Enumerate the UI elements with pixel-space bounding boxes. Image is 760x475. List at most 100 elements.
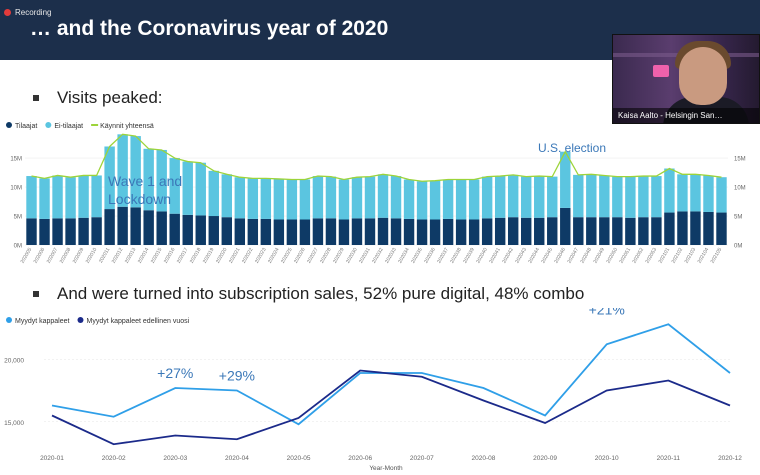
y-tick-label-right: 10M — [734, 186, 746, 192]
bar-ei-tilaajat — [651, 176, 662, 218]
x-tick-label: 202102 — [671, 247, 685, 265]
x-tick-label: 202040 — [475, 247, 489, 265]
bar-tilaajat — [716, 212, 727, 245]
annotation-us-election: U.S. election — [538, 141, 606, 155]
x-tick-label: 202024 — [267, 247, 281, 265]
annotation-line: Wave 1 and — [108, 173, 182, 189]
bar-tilaajat — [416, 219, 428, 245]
record-dot-icon — [4, 9, 11, 16]
bar-tilaajat — [351, 218, 363, 245]
x-tick-label: 2020-06 — [348, 455, 372, 462]
bar-tilaajat — [325, 218, 337, 245]
legend-label: Tilaajat — [15, 123, 37, 130]
growth-annotation: +21% — [589, 308, 625, 317]
bar-tilaajat — [169, 213, 180, 245]
line-edellinen-vuosi — [51, 369, 731, 446]
x-tick-label: 202038 — [449, 247, 463, 265]
bar-tilaajat — [117, 206, 128, 245]
bar-ei-tilaajat — [338, 179, 350, 220]
x-tick-label: 202030 — [345, 247, 359, 265]
bar-tilaajat — [182, 214, 193, 245]
x-tick-label: 202010 — [85, 247, 99, 265]
bar-ei-tilaajat — [364, 176, 376, 219]
bar-tilaajat — [299, 219, 311, 245]
bar-tilaajat — [507, 217, 519, 245]
bar-tilaajat — [481, 218, 493, 245]
bar-tilaajat — [442, 218, 454, 245]
x-tick-label: 2020-05 — [287, 455, 311, 462]
legend-marker — [6, 317, 12, 323]
x-tick-label: 202032 — [371, 247, 385, 265]
bar-ei-tilaajat — [677, 174, 688, 212]
bar-ei-tilaajat — [573, 174, 584, 218]
bar-tilaajat — [312, 218, 324, 245]
bar-ei-tilaajat — [416, 181, 428, 220]
x-tick-label: 202013 — [124, 247, 138, 265]
bar-ei-tilaajat — [481, 176, 493, 219]
bar-ei-tilaajat — [390, 176, 402, 219]
x-tick-label: 202008 — [59, 247, 73, 265]
bar-ei-tilaajat — [65, 177, 76, 219]
legend-marker — [6, 122, 12, 128]
x-tick-label: 202025 — [280, 247, 294, 265]
bar-ei-tilaajat — [286, 179, 298, 220]
bar-tilaajat — [455, 219, 467, 245]
bar-tilaajat — [677, 211, 688, 245]
bar-tilaajat — [703, 211, 714, 245]
x-tick-label: 202031 — [358, 247, 372, 265]
x-tick-label: 202033 — [384, 247, 398, 265]
x-tick-label: 2020-07 — [410, 455, 434, 462]
bar-ei-tilaajat — [599, 175, 610, 218]
bar-tilaajat — [234, 218, 246, 245]
x-tick-label: 202012 — [111, 247, 125, 265]
x-tick-label: 202020 — [215, 247, 229, 265]
slide-header: Recording … and the Coronavirus year of … — [0, 0, 760, 60]
bar-ei-tilaajat — [299, 179, 311, 220]
bar-ei-tilaajat — [403, 179, 415, 219]
bar-ei-tilaajat — [547, 176, 558, 218]
bar-ei-tilaajat — [455, 179, 467, 220]
bar-ei-tilaajat — [117, 134, 128, 207]
bar-ei-tilaajat — [91, 175, 102, 218]
annotation-line: Lockdown — [108, 191, 171, 207]
x-tick-label: 202051 — [619, 247, 633, 265]
bullet-sales-text: And were turned into subscription sales,… — [57, 284, 585, 303]
bar-ei-tilaajat — [521, 176, 532, 218]
bar-tilaajat — [221, 217, 232, 245]
bar-ei-tilaajat — [273, 178, 285, 220]
bar-tilaajat — [638, 217, 649, 245]
bar-tilaajat — [612, 217, 623, 245]
x-tick-label: 2020-10 — [595, 455, 619, 462]
sales-line-chart: Myydyt kappaleet Myydyt kappaleet edellin… — [4, 308, 742, 472]
bar-tilaajat — [560, 207, 571, 245]
x-tick-label: 2020-09 — [533, 455, 557, 462]
y-tick-label: 0M — [14, 244, 22, 250]
bar-ei-tilaajat — [664, 168, 675, 213]
bar-tilaajat — [247, 218, 259, 245]
x-tick-label: 202006 — [33, 247, 47, 265]
bar-ei-tilaajat — [534, 176, 545, 218]
x-tick-label: 2020-11 — [657, 455, 681, 462]
bullet-icon — [33, 95, 39, 101]
bar-tilaajat — [468, 219, 480, 245]
bar-tilaajat — [494, 217, 506, 245]
growth-annotation: +27% — [157, 365, 193, 381]
bar-tilaajat — [260, 218, 272, 245]
bar-ei-tilaajat — [221, 174, 232, 218]
x-tick-label: 202023 — [254, 247, 268, 265]
y-tick-label: 15,000 — [4, 420, 24, 427]
webcam-overlay[interactable]: Kaisa Aalto - Helsingin San… — [612, 34, 760, 124]
x-tick-label: 202104 — [697, 247, 711, 265]
growth-annotation: +29% — [219, 368, 255, 384]
bar-tilaajat — [91, 217, 102, 245]
x-tick-label: 202101 — [658, 247, 672, 265]
x-tick-label: 202018 — [189, 247, 203, 265]
x-tick-label: 2020-03 — [163, 455, 187, 462]
x-tick-label: 202017 — [176, 247, 190, 265]
x-tick-label: 202049 — [593, 247, 607, 265]
bar-tilaajat — [39, 218, 50, 245]
bar-ei-tilaajat — [52, 175, 63, 219]
x-tick-label: 202036 — [423, 247, 437, 265]
y-tick-label: 5M — [14, 215, 22, 221]
